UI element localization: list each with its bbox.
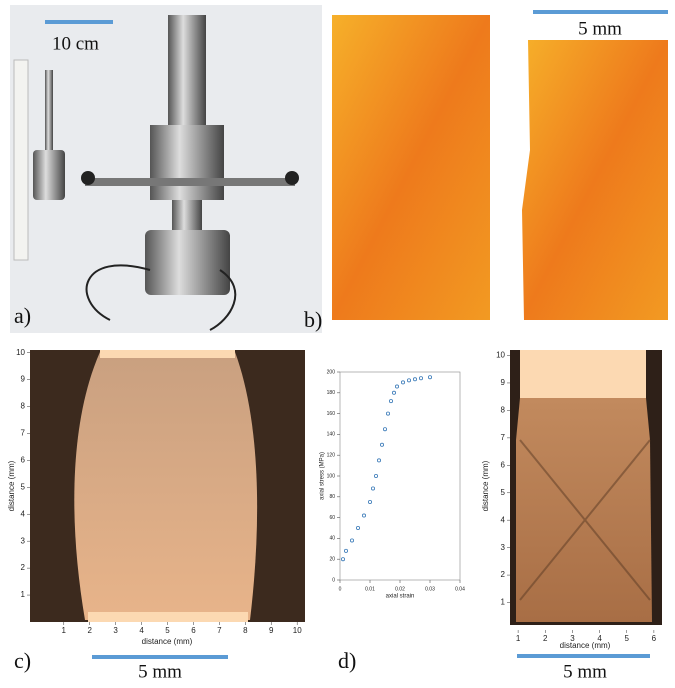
x-tick-label: 6 [652,634,657,643]
x-tick-label: 10 [293,626,302,635]
y-tick-label: 5 [21,482,26,491]
y-tick-label: 4 [21,509,26,518]
scale-label: 5 mm [138,661,182,682]
panel-label: b) [304,307,322,332]
x-tick-label: 7 [217,626,222,635]
y-tick-label: 180 [327,390,336,396]
scale-label: 10 cm [52,33,99,54]
y-tick-label: 4 [501,515,506,524]
y-tick-label: 40 [329,536,335,542]
y-axis-label: distance (mm) [481,460,490,511]
y-tick-label: 9 [501,378,506,387]
y-tick-label: 1 [21,590,26,599]
x-tick-label: 8 [243,626,248,635]
y-tick-label: 3 [501,543,506,552]
y-tick-label: 200 [327,369,336,375]
figure: 10 cm a) 5 mm b) 5 mm c) distance (mm) d… [0,0,675,683]
x-tick-label: 0.02 [395,586,405,592]
y-tick-label: 3 [21,536,26,545]
x-tick-label: 4 [597,634,602,643]
ct-specimen [74,352,257,620]
x-tick-label: 0.04 [455,586,465,592]
x-axis-label: distance (mm) [142,637,193,646]
y-tick-label: 10 [496,351,505,360]
scale-label: 5 mm [578,18,622,39]
x-tick-label: 1 [516,634,521,643]
x-tick-label: 9 [269,626,274,635]
y-tick-label: 100 [327,473,336,479]
panel-label: d) [338,648,356,673]
y-tick-label: 7 [21,429,26,438]
ct-specimen [516,398,652,622]
y-tick-label: 8 [21,402,26,411]
x-tick-label: 0 [339,586,342,592]
x-axis-label: axial strain [386,594,415,600]
y-tick-label: 6 [501,460,506,469]
y-axis-label: axial stress (MPa) [320,452,326,500]
y-tick-label: 20 [329,557,335,563]
x-tick-label: 4 [139,626,144,635]
x-tick-label: 5 [624,634,629,643]
y-tick-label: 7 [501,433,506,442]
scale-label: 5 mm [563,661,607,682]
specimen-after [522,40,668,320]
plot-frame [340,372,460,580]
y-axis-label: distance (mm) [7,460,16,511]
y-tick-label: 0 [332,577,335,583]
y-tick-label: 120 [327,453,336,459]
x-axis-label: distance (mm) [560,641,611,650]
x-tick-label: 1 [61,626,66,635]
y-tick-label: 60 [329,515,335,521]
y-tick-label: 2 [21,563,26,572]
x-tick-label: 0.01 [365,586,375,592]
specimen-before [332,15,490,320]
x-tick-label: 6 [191,626,196,635]
y-tick-label: 5 [501,488,506,497]
x-tick-label: 5 [165,626,170,635]
y-tick-label: 8 [501,406,506,415]
x-tick-label: 0.03 [425,586,435,592]
x-tick-label: 2 [87,626,92,635]
x-tick-label: 2 [543,634,548,643]
x-tick-label: 3 [570,634,575,643]
panel-label: c) [14,648,31,673]
y-tick-label: 2 [501,570,506,579]
y-tick-label: 140 [327,432,336,438]
y-tick-label: 10 [16,348,25,357]
y-tick-label: 160 [327,411,336,417]
panel-label: a) [14,303,31,328]
x-tick-label: 3 [113,626,118,635]
y-tick-label: 6 [21,456,26,465]
y-tick-label: 1 [501,598,506,607]
y-tick-label: 9 [21,375,26,384]
y-tick-label: 80 [329,494,335,500]
